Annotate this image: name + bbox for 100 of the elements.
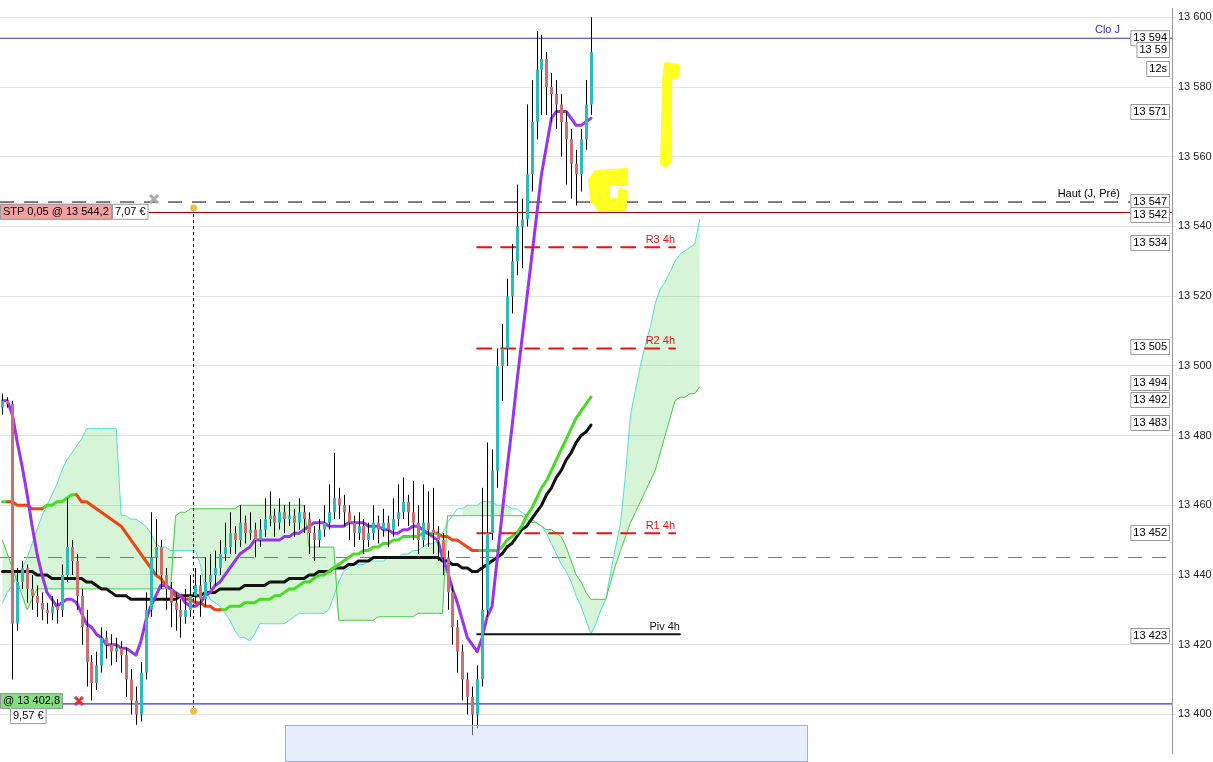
candlestick — [21, 560, 24, 590]
candlestick — [130, 668, 133, 715]
y-tick-label: 13 420 — [1178, 637, 1212, 650]
annotation: 13 547 — [1133, 195, 1168, 208]
candlestick — [219, 539, 222, 576]
candlestick — [41, 591, 44, 621]
candlestick — [239, 504, 242, 548]
candlestick — [278, 497, 281, 531]
candlestick — [367, 522, 370, 548]
text: 13 483 — [1133, 416, 1168, 429]
candlestick — [362, 518, 365, 555]
y-tick-label: 13 500 — [1178, 358, 1212, 371]
candlestick — [56, 598, 59, 625]
ref-line-label: Clo J — [1094, 22, 1120, 35]
candlestick — [298, 497, 301, 531]
annotation: @ 13 402,8 — [3, 694, 61, 707]
text: 13 505 — [1133, 340, 1168, 353]
candlestick — [412, 480, 415, 541]
candlestick — [358, 511, 361, 541]
annotation: 9,57 € — [13, 709, 44, 722]
candlestick — [466, 672, 469, 715]
candlestick — [540, 34, 543, 116]
text: 13 542 — [1133, 208, 1168, 221]
candlestick — [259, 518, 262, 548]
candlestick — [343, 494, 346, 527]
candlestick — [1, 393, 4, 416]
candlestick — [90, 654, 93, 701]
candlestick — [244, 515, 247, 545]
text: 13 452 — [1133, 526, 1168, 539]
annotation: 7,07 € — [114, 204, 146, 217]
candlestick — [288, 501, 291, 527]
candlestick — [120, 640, 123, 674]
y-tick-label: 13 400 — [1178, 707, 1212, 720]
candlestick — [392, 497, 395, 538]
candlestick — [328, 483, 331, 531]
candlestick — [402, 476, 405, 520]
candlestick — [550, 72, 553, 123]
annotation: 13 594 — [1133, 31, 1168, 44]
candlestick — [348, 504, 351, 541]
candlestick — [382, 508, 385, 538]
annotation: STP 0,05 @ 13 544,2 — [3, 204, 109, 217]
y-tick-label: 13 540 — [1178, 219, 1212, 232]
candlestick — [501, 323, 504, 402]
candlestick — [377, 515, 380, 545]
text: 13 571 — [1133, 105, 1168, 118]
candlestick — [214, 550, 217, 586]
candlestick — [234, 525, 237, 555]
candlestick — [387, 515, 390, 548]
candlestick — [303, 504, 306, 534]
candlestick — [283, 504, 286, 534]
candlestick — [135, 685, 138, 726]
y-tick-label: 13 580 — [1178, 80, 1212, 93]
candlestick — [293, 508, 296, 538]
y-tick-label: 13 460 — [1178, 498, 1212, 511]
candlestick — [565, 110, 568, 186]
text: 12s — [1149, 62, 1168, 75]
y-tick-label: 13 520 — [1178, 289, 1212, 302]
candlestick — [273, 508, 276, 538]
text: 13 492 — [1133, 393, 1168, 406]
candlestick — [194, 567, 197, 604]
y-tick-label: 13 560 — [1178, 149, 1212, 162]
text: 13 534 — [1133, 236, 1168, 249]
candlestick — [269, 490, 272, 527]
candlestick — [105, 630, 108, 660]
candlestick — [471, 685, 474, 736]
candlestick — [560, 93, 563, 158]
candlestick — [110, 633, 113, 667]
candlestick — [95, 651, 98, 691]
candlestick — [189, 574, 192, 618]
candlestick — [199, 574, 202, 618]
candlestick — [407, 494, 410, 527]
series-label: R1 4h — [645, 518, 676, 531]
text: 13 59 — [1139, 43, 1167, 56]
candlestick — [51, 595, 54, 621]
candlestick — [333, 452, 336, 520]
candlestick — [204, 557, 207, 607]
candlestick — [26, 564, 29, 604]
candlestick — [353, 515, 356, 548]
candlestick — [397, 483, 400, 527]
candlestick — [338, 487, 341, 520]
candlestick — [521, 198, 524, 269]
candlestick — [249, 511, 252, 541]
candlestick — [175, 591, 178, 632]
candlestick — [71, 539, 74, 576]
candlestick — [179, 598, 182, 639]
candlestick — [555, 79, 558, 130]
candlestick — [323, 504, 326, 538]
candlestick — [31, 574, 34, 611]
series-label: R2 4h — [645, 333, 676, 346]
candlestick — [209, 553, 212, 590]
ref-line-label: Haut (J, Pré) — [1057, 186, 1120, 199]
candlestick — [36, 584, 39, 618]
text: 13 423 — [1133, 629, 1168, 642]
text: 13 494 — [1133, 376, 1168, 389]
y-tick-label: 13 480 — [1178, 428, 1212, 441]
candlestick — [115, 637, 118, 663]
candlestick — [372, 504, 375, 541]
series-label: R3 4h — [645, 232, 676, 245]
candlestick — [184, 588, 187, 625]
candlestick — [46, 602, 49, 625]
